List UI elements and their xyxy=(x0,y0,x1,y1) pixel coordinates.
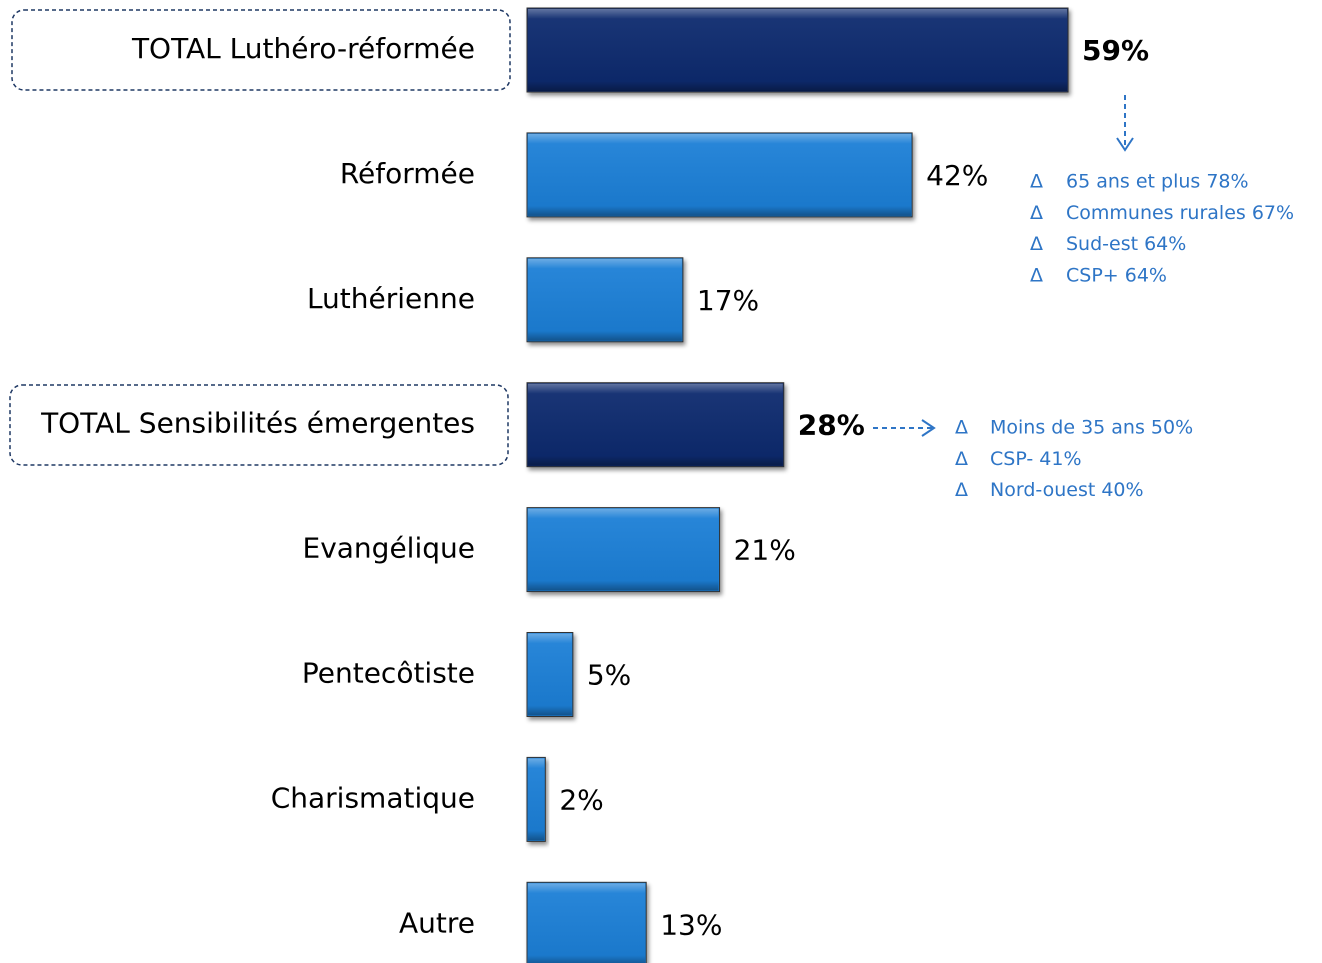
annotation-bullet: Δ xyxy=(955,448,968,470)
value-label: 42% xyxy=(926,159,988,192)
annotation-item: Nord-ouest 40% xyxy=(990,479,1144,501)
annotation-bullet: Δ xyxy=(1030,202,1043,224)
category-label: TOTAL Luthéro-réformée xyxy=(131,32,475,65)
annotation-bullet: Δ xyxy=(1030,233,1043,255)
bar-bevel xyxy=(528,508,719,591)
category-label: Evangélique xyxy=(303,532,475,565)
bar-bevel xyxy=(528,383,783,466)
category-label: Pentecôtiste xyxy=(302,657,475,690)
annotation-item: CSP+ 64% xyxy=(1066,264,1167,286)
value-label: 59% xyxy=(1082,34,1149,67)
category-label: Réformée xyxy=(340,157,475,190)
annotation-bullet: Δ xyxy=(1030,264,1043,286)
annotation-item: CSP- 41% xyxy=(990,448,1082,470)
value-label: 2% xyxy=(559,783,603,816)
bar-bevel xyxy=(528,633,572,716)
category-label: Luthérienne xyxy=(307,282,475,315)
arrow xyxy=(1116,95,1134,152)
value-label: 5% xyxy=(587,659,631,692)
annotation-item: Communes rurales 67% xyxy=(1066,202,1294,224)
annotation-item: 65 ans et plus 78% xyxy=(1066,171,1249,193)
total-box xyxy=(9,384,509,466)
category-label: TOTAL Sensibilités émergentes xyxy=(40,407,475,440)
category-label: Autre xyxy=(399,906,475,939)
annotation-item: Sud-est 64% xyxy=(1066,233,1186,255)
bar-bevel xyxy=(528,758,545,841)
value-label: 13% xyxy=(660,908,722,941)
total-box xyxy=(11,9,511,91)
value-label: 21% xyxy=(734,534,796,567)
annotation-item: Moins de 35 ans 50% xyxy=(990,417,1193,439)
bar-bevel xyxy=(528,258,682,341)
arrow xyxy=(873,419,936,437)
category-label: Charismatique xyxy=(271,781,475,814)
annotation-bullet: Δ xyxy=(955,479,968,501)
bar-bevel xyxy=(528,9,1068,91)
value-label: 17% xyxy=(697,284,759,317)
annotation-bullet: Δ xyxy=(1030,171,1043,193)
value-label: 28% xyxy=(798,409,865,442)
bar-bevel xyxy=(528,133,912,216)
bar-bevel xyxy=(528,883,646,963)
annotation-bullet: Δ xyxy=(955,417,968,439)
